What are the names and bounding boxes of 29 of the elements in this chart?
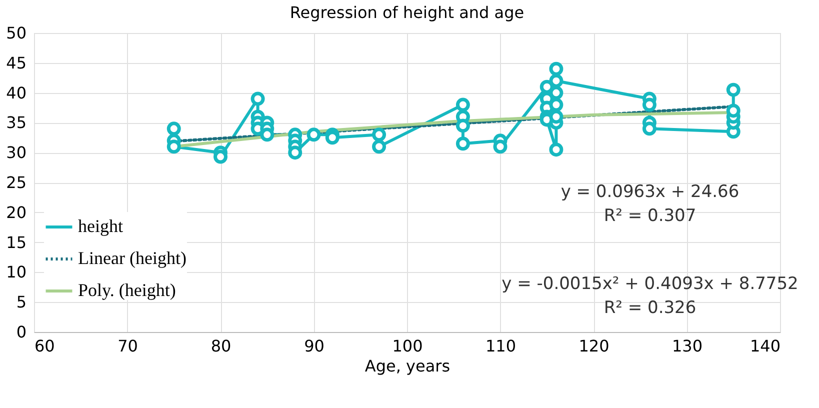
- y-tick-label: 15: [6, 232, 26, 252]
- y-tick-label: 0: [16, 322, 26, 342]
- y-tick-label: 25: [6, 173, 26, 192]
- legend-label: height: [78, 216, 123, 236]
- legend-label: Poly. (height): [78, 280, 176, 300]
- x-axis-title: Age, years: [364, 356, 450, 376]
- y-tick-label: 30: [6, 143, 26, 162]
- x-tick-label: 70: [118, 336, 138, 356]
- x-tick-label: 130: [672, 336, 703, 356]
- annotation: y = 0.0963x + 24.66: [560, 182, 740, 202]
- y-tick-label: 40: [6, 83, 26, 102]
- chart-title: Regression of height and age: [290, 3, 524, 22]
- x-tick-label: 100: [392, 336, 423, 356]
- x-tick-label: 140: [750, 336, 780, 356]
- x-tick-label: 90: [304, 336, 324, 356]
- y-tick-label: 20: [6, 202, 26, 222]
- annotation: R² = 0.307: [604, 206, 696, 226]
- y-tick-label: 5: [16, 292, 26, 312]
- y-tick-label: 45: [6, 53, 26, 72]
- y-tick-label: 50: [6, 24, 26, 42]
- y-tick-label: 10: [6, 262, 26, 282]
- annotation: R² = 0.326: [604, 298, 696, 318]
- x-tick-label: 120: [578, 336, 610, 356]
- y-tick-label: 35: [6, 113, 26, 132]
- x-tick-label: 110: [485, 336, 516, 356]
- x-tick-label: 80: [210, 336, 232, 356]
- annotation: y = -0.0015x² + 0.4093x + 8.7752: [502, 274, 798, 294]
- x-tick-label: 60: [34, 336, 55, 356]
- legend-label: Linear (height): [78, 248, 186, 268]
